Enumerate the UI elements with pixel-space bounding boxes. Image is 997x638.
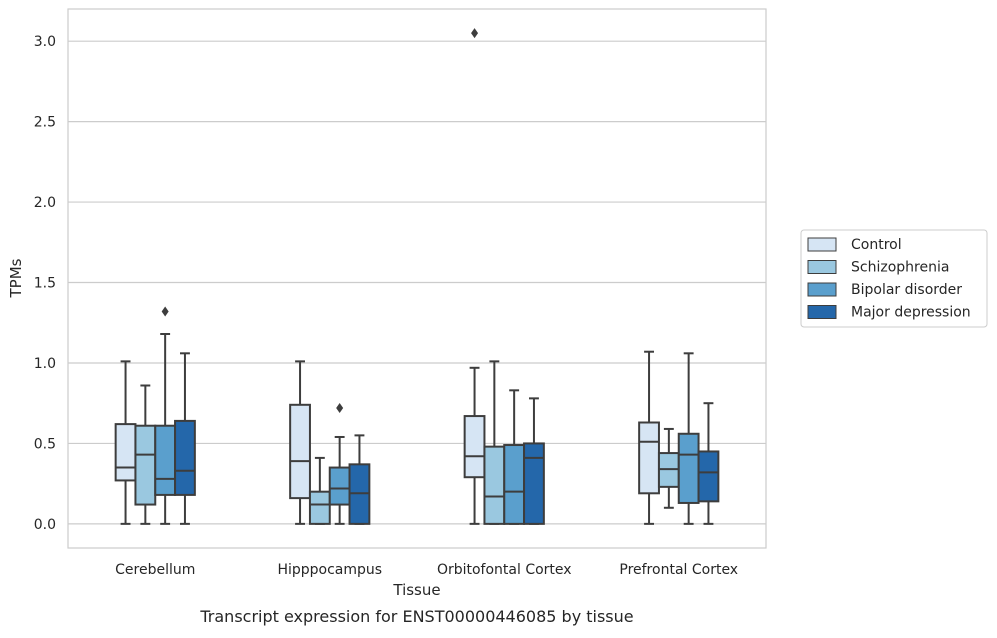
outlier-point bbox=[336, 403, 344, 414]
box-2-1 bbox=[483, 360, 506, 525]
plot-area-frame bbox=[67, 8, 767, 549]
box-iqr bbox=[289, 403, 311, 500]
legend-items: Control Schizophrenia Bipolar disorder Majo… bbox=[807, 237, 971, 321]
box-iqr bbox=[174, 419, 196, 496]
box-2-0 bbox=[463, 28, 486, 525]
box-0-0 bbox=[114, 360, 137, 525]
y-tick-label: 3.0 bbox=[34, 34, 56, 50]
box-iqr bbox=[154, 424, 177, 496]
y-tick-label: 2.5 bbox=[34, 115, 56, 131]
legend-frame bbox=[800, 229, 988, 328]
box-3-1 bbox=[657, 427, 680, 509]
legend-swatch bbox=[807, 282, 837, 297]
box-iqr bbox=[134, 424, 157, 506]
box-iqr bbox=[114, 423, 137, 482]
box-1-3 bbox=[348, 434, 371, 525]
x-tick-label: Orbitofontal Cortex bbox=[437, 562, 572, 578]
y-tick-label: 1.0 bbox=[34, 356, 56, 372]
legend-swatch bbox=[807, 237, 837, 252]
box-iqr bbox=[463, 415, 486, 479]
legend: Control Schizophrenia Bipolar disorder Majo… bbox=[800, 229, 988, 328]
box-3-2 bbox=[677, 352, 700, 525]
y-tick-label: 2.0 bbox=[34, 195, 56, 211]
box-2-3 bbox=[523, 397, 545, 525]
box-2-2 bbox=[503, 389, 526, 525]
outlier-point bbox=[161, 306, 169, 317]
legend-label: Bipolar disorder bbox=[851, 282, 962, 298]
box-1-1 bbox=[308, 456, 331, 525]
box-iqr bbox=[638, 421, 660, 495]
y-tick-label: 1.5 bbox=[34, 276, 56, 292]
legend-label: Major depression bbox=[851, 305, 971, 321]
box-iqr bbox=[677, 432, 700, 504]
legend-swatch bbox=[807, 305, 837, 319]
box-iqr bbox=[503, 444, 526, 525]
tick-layer: 0.0 0.5 1.0 1.5 2.0 2.5 3.0 Cerebellum Hipppocam… bbox=[34, 34, 738, 578]
x-axis-title: Tissue bbox=[392, 581, 440, 599]
box-iqr bbox=[697, 450, 720, 503]
box-layer bbox=[114, 28, 720, 525]
outlier-point bbox=[471, 28, 479, 39]
box-0-1 bbox=[134, 384, 157, 525]
x-tick-label: Cerebellum bbox=[115, 562, 195, 578]
box-3-3 bbox=[697, 402, 720, 525]
box-1-2 bbox=[328, 403, 351, 525]
legend-label: Control bbox=[851, 237, 902, 253]
box-iqr bbox=[523, 442, 545, 525]
x-tick-label: Hipppocampus bbox=[277, 562, 382, 578]
box-0-2 bbox=[154, 306, 177, 525]
box-iqr bbox=[328, 466, 351, 506]
legend-swatch bbox=[807, 260, 837, 274]
y-tick-label: 0.5 bbox=[34, 436, 56, 452]
box-1-0 bbox=[289, 360, 311, 525]
y-axis-title: TPMs bbox=[7, 258, 25, 298]
legend-label: Schizophrenia bbox=[851, 260, 949, 276]
box-0-3 bbox=[174, 352, 196, 525]
box-3-0 bbox=[638, 350, 660, 525]
box-iqr bbox=[308, 490, 331, 525]
y-tick-label: 0.0 bbox=[34, 517, 56, 533]
box-iqr bbox=[483, 445, 506, 525]
chart-caption: Transcript expression for ENST0000044608… bbox=[199, 607, 633, 626]
x-tick-label: Prefrontal Cortex bbox=[619, 562, 738, 578]
